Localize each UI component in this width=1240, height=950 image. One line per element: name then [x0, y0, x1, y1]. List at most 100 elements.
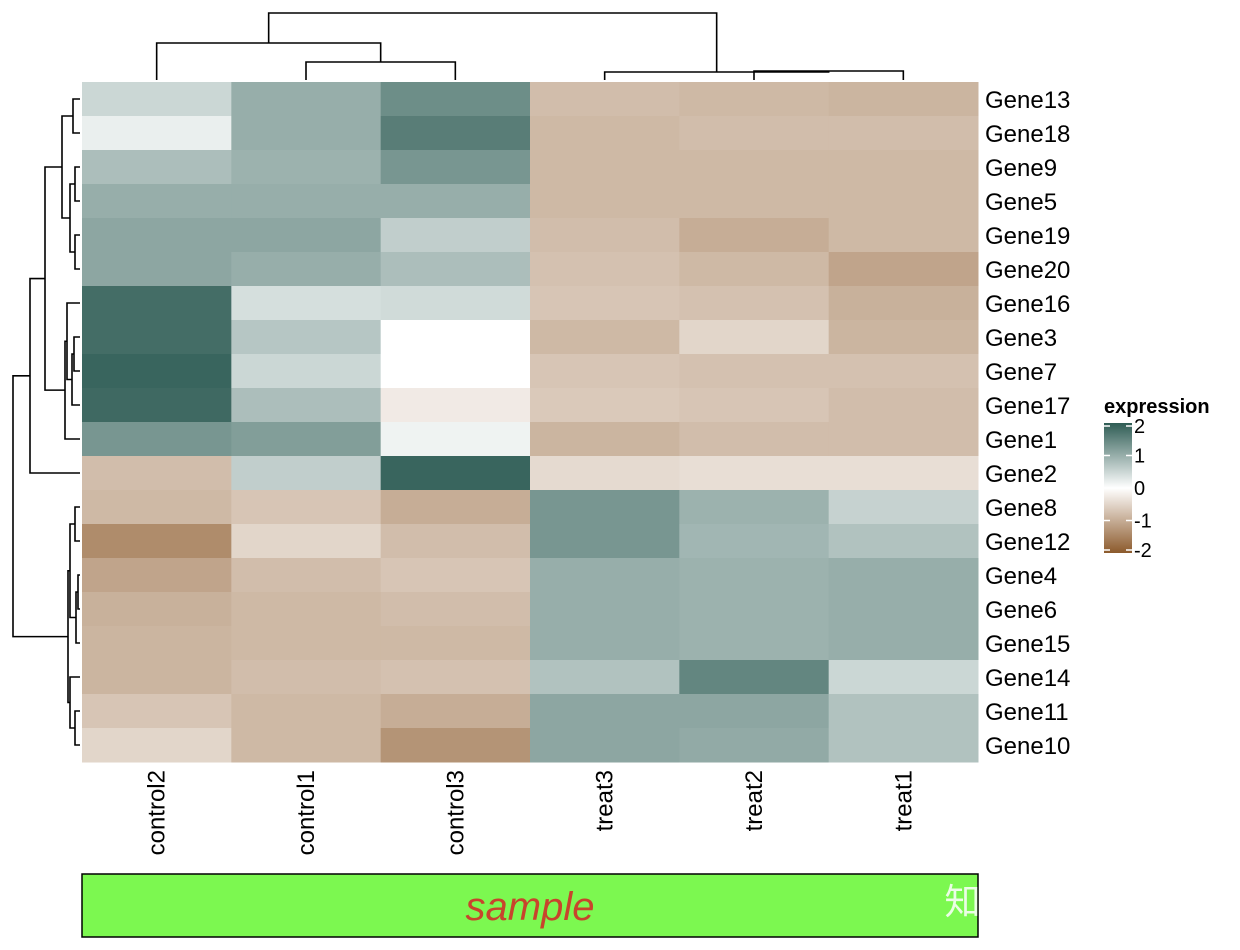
heatmap-cell-Gene10-treat2	[679, 728, 830, 763]
heatmap-cell-Gene18-control1	[231, 116, 382, 151]
heatmap-cell-Gene14-treat1	[828, 660, 979, 695]
heatmap-cell-Gene6-treat1	[828, 592, 979, 627]
heatmap-cell-Gene11-control1	[231, 694, 382, 729]
heatmap-cell-Gene16-control2	[82, 286, 232, 321]
heatmap-cell-Gene1-control3	[380, 422, 531, 457]
dendrogram-branch	[74, 506, 80, 542]
heatmap-cell-Gene5-treat3	[530, 184, 680, 219]
heatmap-cell-Gene12-treat3	[530, 524, 680, 559]
heatmap-cell-Gene12-treat2	[679, 524, 830, 559]
row-label: Gene14	[985, 665, 1070, 692]
heatmap-cell-Gene19-treat1	[828, 218, 979, 253]
row-label: Gene12	[985, 529, 1070, 556]
dendrogram-branch	[267, 12, 718, 72]
dendrogram-branch	[305, 61, 457, 80]
heatmap-cell-Gene11-treat2	[679, 694, 830, 729]
heatmap-cell-Gene20-treat1	[828, 252, 979, 287]
heatmap-cell-Gene6-control2	[82, 592, 232, 627]
row-label: Gene7	[985, 359, 1057, 386]
heatmap-cell-Gene14-treat3	[530, 660, 680, 695]
row-label: Gene13	[985, 87, 1070, 114]
row-label: Gene8	[985, 495, 1057, 522]
heatmap-cell-Gene7-control2	[82, 354, 232, 389]
dendrogram-branch	[74, 710, 80, 746]
heatmap-cell-Gene17-treat2	[679, 388, 830, 423]
heatmap-cell-Gene12-control1	[231, 524, 382, 559]
dendrogram-branch	[74, 166, 80, 202]
heatmap-cell-Gene19-treat2	[679, 218, 830, 253]
heatmap-cell-Gene4-treat3	[530, 558, 680, 593]
heatmap-cell-Gene6-control1	[231, 592, 382, 627]
heatmap-cell-Gene3-treat3	[530, 320, 680, 355]
heatmap-cell-Gene19-treat3	[530, 218, 680, 253]
heatmap-cell-Gene5-control1	[231, 184, 382, 219]
heatmap-cell-Gene18-treat1	[828, 116, 979, 151]
heatmap-cell-Gene7-control3	[380, 354, 531, 389]
row-label: Gene18	[985, 121, 1070, 148]
heatmap-cell-Gene17-treat3	[530, 388, 680, 423]
heatmap-cell-Gene7-control1	[231, 354, 382, 389]
heatmap-cell-Gene3-control2	[82, 320, 232, 355]
row-label: Gene17	[985, 393, 1070, 420]
heatmap-cell-Gene1-control1	[231, 422, 382, 457]
heatmap-cell-Gene5-control3	[380, 184, 531, 219]
heatmap-cell-Gene5-treat1	[828, 184, 979, 219]
watermark: 知乎 @名本无名	[945, 882, 1208, 923]
heatmap-cell-Gene19-control2	[82, 218, 232, 253]
heatmap-cell-Gene8-treat2	[679, 490, 830, 525]
heatmap-cell-Gene17-control3	[380, 388, 531, 423]
legend-tick-label: 2	[1134, 416, 1145, 438]
row-label: Gene5	[985, 189, 1057, 216]
heatmap-cell-Gene20-control1	[231, 252, 382, 287]
heatmap-cell-Gene11-treat3	[530, 694, 680, 729]
heatmap-cell-Gene6-control3	[380, 592, 531, 627]
row-label: Gene3	[985, 325, 1057, 352]
heatmap-cell-Gene20-control3	[380, 252, 531, 287]
heatmap-cell-Gene15-treat2	[679, 626, 830, 661]
heatmap-cell-Gene13-treat2	[679, 82, 830, 117]
annotation-label: sample	[466, 885, 595, 929]
heatmap-cell-Gene9-control1	[231, 150, 382, 185]
heatmap-cell-Gene8-control2	[82, 490, 232, 525]
heatmap-cell-Gene13-control3	[380, 82, 531, 117]
heatmap-cell-Gene11-control3	[380, 694, 531, 729]
heatmap-cell-Gene20-treat2	[679, 252, 830, 287]
heatmap-cell-Gene5-control2	[82, 184, 232, 219]
dendrogram-branch	[603, 71, 830, 80]
heatmap-cell-Gene4-control3	[380, 558, 531, 593]
heatmap-cell-Gene1-treat3	[530, 422, 680, 457]
heatmap-cell-Gene2-control3	[380, 456, 531, 491]
heatmap-cell-Gene20-control2	[82, 252, 232, 287]
heatmap-cell-Gene10-control3	[380, 728, 531, 763]
legend: expression 2 1 0 -1 -2	[1104, 396, 1210, 562]
heatmap-cell-Gene4-control2	[82, 558, 232, 593]
heatmap-cell-Gene15-control1	[231, 626, 382, 661]
heatmap-cell-Gene10-treat3	[530, 728, 680, 763]
column-label: control2	[144, 770, 171, 855]
column-label: treat2	[741, 770, 768, 831]
heatmap-cell-Gene10-control1	[231, 728, 382, 763]
heatmap-cell-Gene9-control3	[380, 150, 531, 185]
heatmap-cell-Gene15-treat3	[530, 626, 680, 661]
legend-title: expression	[1104, 396, 1210, 418]
heatmap-cell-Gene9-control2	[82, 150, 232, 185]
heatmap-cell-Gene18-treat3	[530, 116, 680, 151]
heatmap-cell-Gene2-control2	[82, 456, 232, 491]
heatmap-cell-Gene13-treat1	[828, 82, 979, 117]
heatmap-cell-Gene4-treat1	[828, 558, 979, 593]
heatmap-cell-Gene3-treat2	[679, 320, 830, 355]
heatmap-cell-Gene7-treat1	[828, 354, 979, 389]
column-label: control1	[293, 770, 320, 855]
heatmap-cell-Gene11-control2	[82, 694, 232, 729]
heatmap-cell-Gene14-control1	[231, 660, 382, 695]
heatmap-cell-Gene9-treat2	[679, 150, 830, 185]
column-label: treat3	[592, 770, 619, 831]
heatmap-cell-Gene3-treat1	[828, 320, 979, 355]
dendrogram-branch	[72, 98, 80, 134]
heatmap-cell-Gene8-control3	[380, 490, 531, 525]
heatmap-cell-Gene3-control3	[380, 320, 531, 355]
heatmap-cell-Gene13-control1	[231, 82, 382, 117]
row-dendrogram	[12, 98, 80, 746]
heatmap-cell-Gene14-control2	[82, 660, 232, 695]
heatmap-cell-Gene2-treat2	[679, 456, 830, 491]
